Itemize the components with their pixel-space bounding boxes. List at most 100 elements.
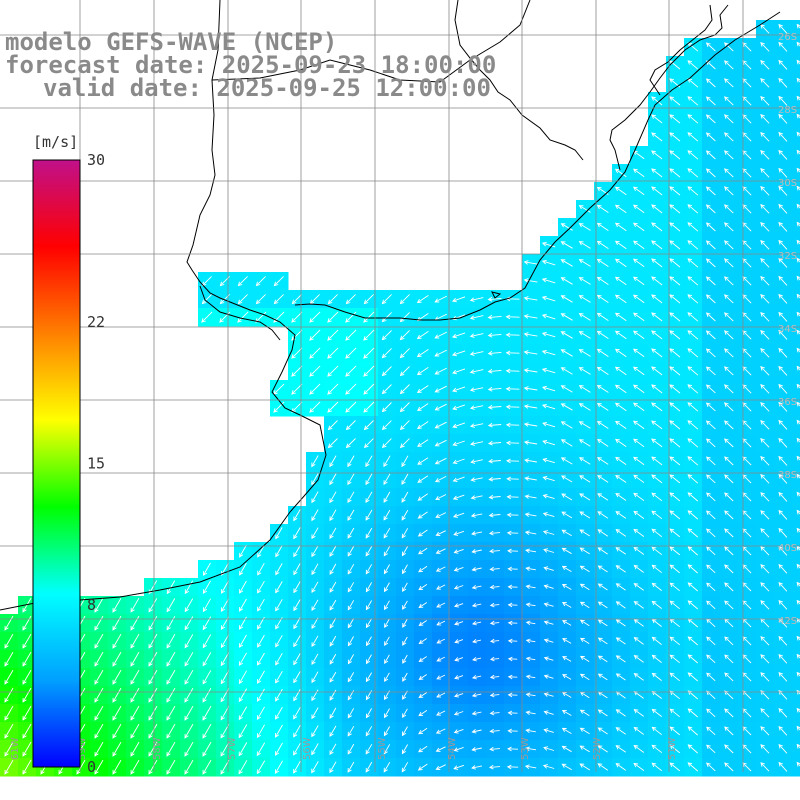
wind-arrow — [651, 258, 663, 268]
wind-arrow — [293, 760, 301, 774]
wind-arrow — [778, 600, 788, 610]
wind-arrow — [706, 600, 716, 610]
wind-arrow — [597, 655, 608, 663]
wind-arrow — [327, 347, 339, 359]
wind-arrow — [724, 582, 734, 592]
wind-arrow — [363, 401, 375, 413]
wind-arrow — [452, 494, 465, 500]
wind-arrow — [561, 763, 572, 771]
wind-arrow — [705, 348, 716, 358]
wind-cell — [792, 758, 800, 777]
wind-arrow — [760, 96, 770, 106]
wind-arrow — [506, 764, 519, 770]
wind-arrow — [384, 600, 390, 611]
wind-arrow — [311, 761, 319, 774]
wind-arrow — [112, 705, 122, 721]
wind-arrow — [705, 222, 716, 232]
wind-arrow — [293, 724, 301, 738]
wind-arrow — [596, 204, 609, 213]
wind-cell — [792, 56, 800, 75]
wind-arrow — [562, 692, 572, 698]
wind-cell — [792, 452, 800, 471]
wind-arrow — [184, 687, 194, 703]
wind-arrow — [148, 651, 158, 667]
wind-arrow — [365, 726, 373, 737]
colorbar-tick-label: 22 — [87, 313, 105, 331]
wind-arrow — [724, 204, 734, 214]
wind-arrow — [220, 652, 230, 667]
wind-arrow — [724, 60, 734, 70]
wind-arrow — [345, 420, 356, 431]
wind-arrow — [487, 440, 502, 446]
wind-arrow — [402, 600, 408, 610]
wind-arrow — [434, 331, 448, 339]
wind-arrow — [291, 383, 303, 395]
wind-arrow — [633, 258, 645, 268]
wind-arrow — [687, 150, 699, 160]
wind-arrow — [760, 510, 770, 520]
wind-arrow — [724, 528, 734, 538]
wind-arrow — [596, 312, 609, 321]
wind-arrow — [239, 634, 247, 648]
wind-arrow — [347, 545, 355, 557]
wind-arrow — [22, 759, 32, 775]
wind-arrow — [311, 545, 319, 558]
wind-arrow — [523, 278, 538, 283]
wind-arrow — [401, 528, 409, 539]
wind-arrow — [416, 367, 429, 376]
wind-arrow — [760, 474, 770, 484]
wind-arrow — [523, 332, 538, 337]
wind-arrow — [311, 455, 319, 468]
wind-arrow — [615, 529, 627, 537]
wind-arrow — [543, 656, 554, 661]
wind-arrow — [274, 760, 283, 775]
wind-arrow — [94, 741, 104, 757]
wind-arrow — [488, 494, 501, 500]
wind-arrow — [402, 582, 408, 593]
wind-arrow — [452, 296, 466, 303]
wind-arrow — [94, 669, 104, 685]
wind-arrow — [383, 527, 391, 539]
wind-arrow — [257, 544, 265, 558]
wind-arrow — [760, 419, 770, 430]
wind-arrow — [256, 706, 265, 721]
wind-arrow — [202, 598, 211, 613]
wind-arrow — [778, 347, 788, 358]
wind-arrow — [705, 60, 716, 70]
wind-arrow — [166, 759, 176, 775]
wind-arrow — [22, 669, 32, 685]
wind-arrow — [506, 476, 519, 482]
wind-arrow — [327, 365, 339, 377]
wind-arrow — [724, 456, 734, 466]
wind-arrow — [452, 386, 466, 393]
wind-arrow — [669, 564, 680, 574]
wind-cell — [792, 398, 800, 417]
wind-arrow — [347, 654, 354, 665]
wind-arrow — [220, 670, 230, 685]
wind-arrow — [399, 438, 410, 449]
wind-arrow — [525, 584, 536, 590]
wind-arrow — [615, 637, 626, 645]
wind-arrow — [651, 474, 663, 484]
wind-arrow — [329, 563, 337, 575]
wind-arrow — [418, 745, 428, 753]
wind-arrow — [453, 585, 464, 590]
wind-arrow — [399, 366, 410, 377]
wind-arrow — [275, 652, 283, 666]
wind-arrow — [651, 366, 663, 376]
wind-cell — [792, 128, 800, 147]
wind-arrow — [760, 762, 770, 772]
wind-arrow — [651, 510, 663, 520]
wind-arrow — [543, 620, 554, 625]
wind-arrow — [778, 491, 788, 502]
wind-arrow — [238, 724, 248, 739]
wind-arrow — [687, 258, 699, 268]
wind-arrow — [633, 655, 644, 663]
wind-arrow — [365, 473, 373, 486]
wind-arrow — [399, 294, 410, 305]
wind-arrow — [778, 455, 788, 466]
wind-arrow — [417, 493, 428, 501]
wind-arrow — [329, 581, 337, 593]
wind-arrow — [4, 651, 14, 667]
wind-arrow — [705, 258, 716, 268]
